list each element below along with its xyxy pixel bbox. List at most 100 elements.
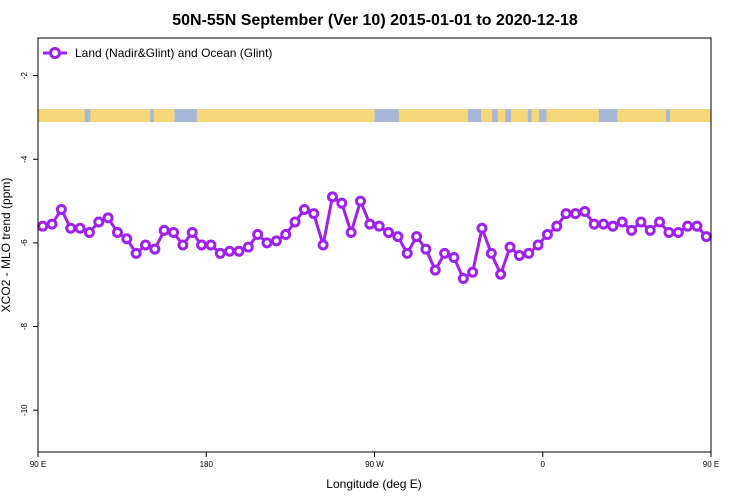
data-point — [541, 229, 553, 241]
x-tick-label: 0 — [541, 460, 546, 469]
land-segment — [196, 109, 375, 123]
data-point — [429, 264, 441, 276]
data-point — [111, 226, 123, 238]
land-segment — [90, 109, 151, 123]
data-point — [485, 247, 497, 259]
data-point — [607, 220, 619, 232]
data-point — [280, 229, 292, 241]
series-line — [42, 195, 708, 280]
data-point — [364, 218, 376, 230]
data-point — [308, 208, 320, 220]
data-point — [233, 245, 245, 257]
data-point — [569, 208, 581, 220]
data-point — [149, 243, 161, 255]
data-point — [467, 266, 479, 278]
data-point — [560, 208, 572, 220]
data-point — [691, 220, 703, 232]
plot-area: -2 -4 -6 -8 -10 90 E 180 90 W 0 90 E — [20, 37, 719, 469]
plot-frame — [37, 37, 712, 453]
data-point — [317, 239, 329, 251]
data-point — [682, 220, 694, 232]
data-point — [383, 226, 395, 238]
data-point — [401, 247, 413, 259]
x-tick-label: 90 E — [30, 460, 46, 469]
x-tick-label: 90 W — [365, 460, 384, 469]
data-point — [457, 272, 469, 284]
data-point — [513, 249, 525, 261]
data-point — [93, 216, 105, 228]
x-tick-label: 90 E — [703, 460, 719, 469]
data-point — [177, 239, 189, 251]
data-point — [420, 243, 432, 255]
data-point — [326, 191, 338, 203]
data-point — [74, 222, 86, 234]
data-point — [654, 216, 666, 228]
land-segment — [497, 109, 506, 123]
series-layer — [37, 191, 712, 284]
data-point — [270, 235, 282, 247]
data-point — [65, 222, 77, 234]
data-point — [532, 239, 544, 251]
y-tick-label: -4 — [20, 155, 29, 163]
data-point — [495, 268, 507, 280]
data-point — [504, 241, 516, 253]
data-point — [196, 239, 208, 251]
data-point — [46, 218, 58, 230]
data-point — [242, 241, 254, 253]
data-point — [439, 247, 451, 259]
data-point — [55, 203, 67, 215]
data-point — [354, 195, 366, 207]
data-point — [121, 233, 133, 245]
data-point — [345, 226, 357, 238]
data-point — [700, 231, 712, 243]
data-point — [588, 218, 600, 230]
chart-title: 50N-55N September (Ver 10) 2015-01-01 to… — [172, 12, 578, 29]
data-point — [672, 226, 684, 238]
land-segment — [38, 109, 85, 123]
land-segment — [510, 109, 528, 123]
y-axis-label: XCO2 - MLO trend (ppm) — [0, 178, 13, 313]
y-tick-label: -6 — [20, 239, 29, 247]
land-segment — [617, 109, 667, 123]
data-point — [261, 237, 273, 249]
x-axis: 90 E 180 90 W 0 90 E — [30, 452, 719, 469]
data-point — [644, 224, 656, 236]
data-point — [289, 216, 301, 228]
data-point — [83, 226, 95, 238]
data-point — [663, 226, 675, 238]
land-segment — [531, 109, 540, 123]
x-axis-label: Longitude (deg E) — [326, 477, 421, 491]
data-point — [102, 212, 114, 224]
data-point — [626, 224, 638, 236]
legend: Land (Nadir&Glint) and Ocean (Glint) — [43, 46, 272, 60]
y-tick-label: -10 — [20, 404, 29, 416]
data-point — [37, 220, 49, 232]
land-segment — [398, 109, 468, 123]
data-point — [579, 206, 591, 218]
data-point — [214, 247, 226, 259]
data-point — [616, 216, 628, 228]
surface-band — [38, 109, 711, 123]
land-segment — [153, 109, 175, 123]
data-point — [252, 229, 264, 241]
land-segment — [669, 109, 711, 123]
legend-label: Land (Nadir&Glint) and Ocean (Glint) — [75, 46, 272, 60]
data-point — [373, 220, 385, 232]
data-point — [551, 220, 563, 232]
data-point — [168, 226, 180, 238]
data-point — [523, 247, 535, 259]
data-point — [139, 239, 151, 251]
legend-marker — [49, 47, 61, 59]
data-point — [598, 218, 610, 230]
data-point — [336, 197, 348, 209]
data-point — [205, 239, 217, 251]
x-tick-label: 180 — [200, 460, 214, 469]
data-point — [130, 247, 142, 259]
data-point — [224, 245, 236, 257]
data-point — [476, 222, 488, 234]
data-point — [392, 231, 404, 243]
data-point — [186, 226, 198, 238]
data-point — [158, 224, 170, 236]
data-point — [635, 216, 647, 228]
